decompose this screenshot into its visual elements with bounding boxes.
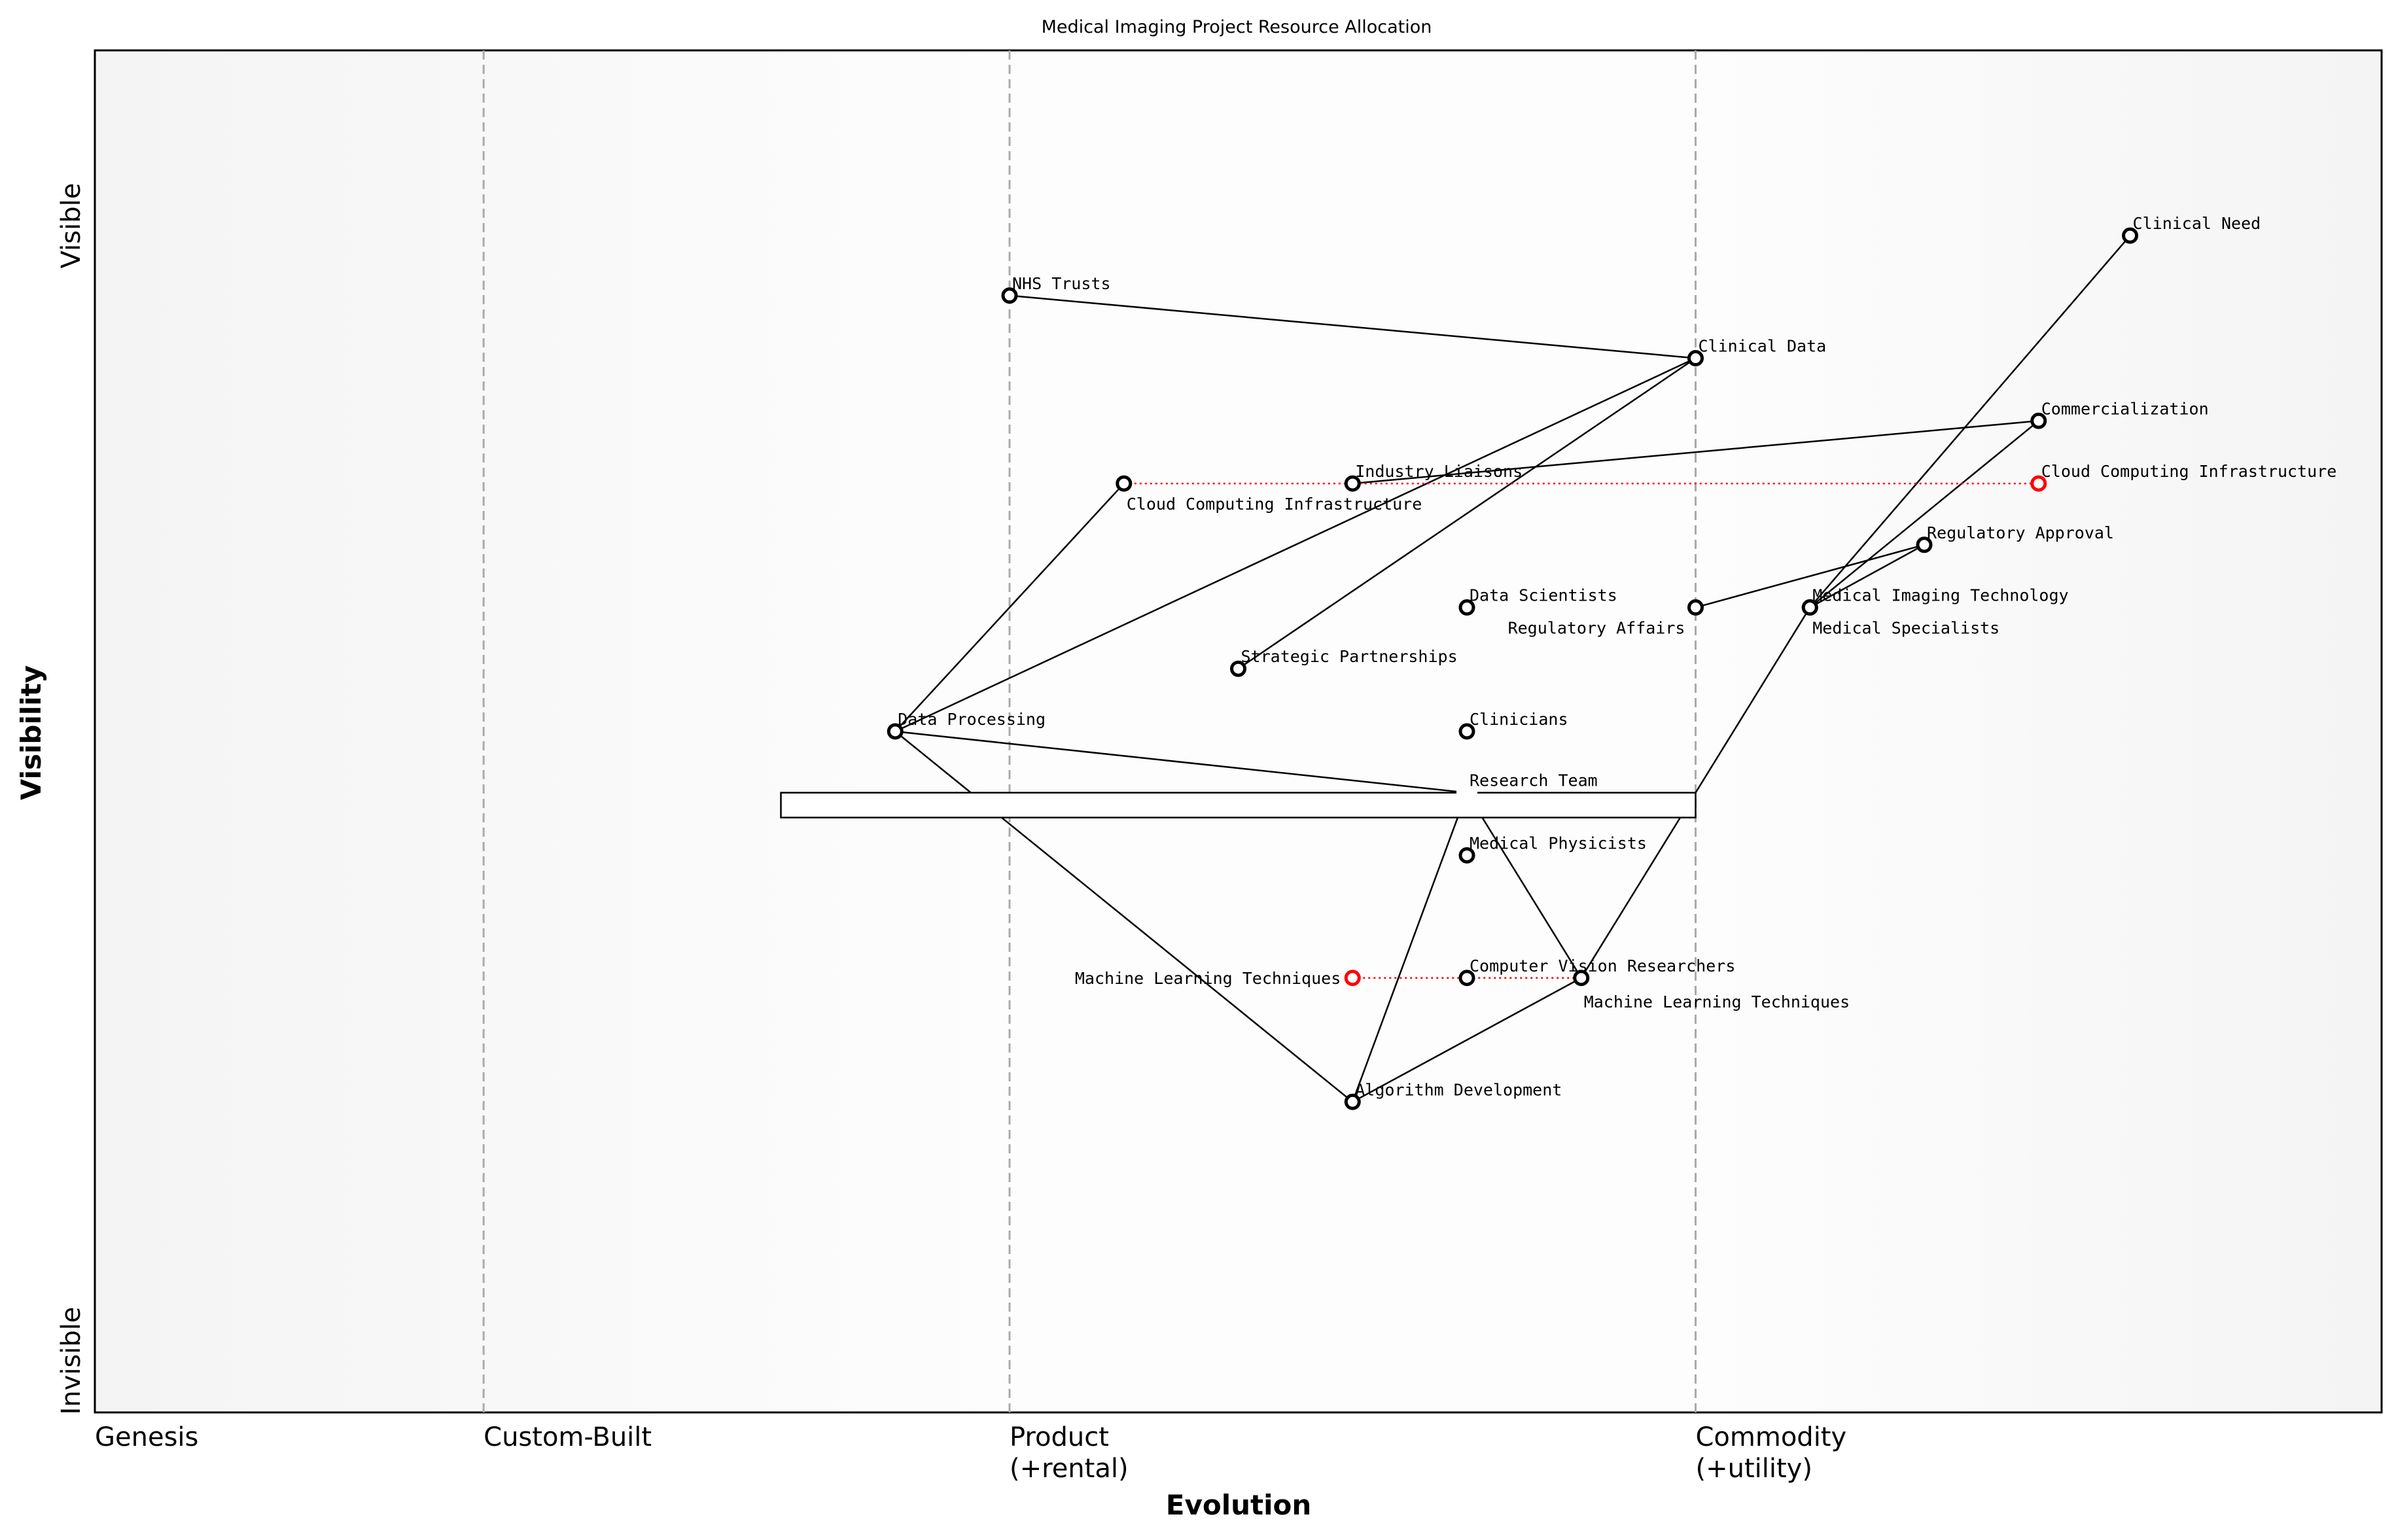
component-cloud_evolved[interactable]: Cloud Computing Infrastructure [2030,462,2337,492]
component-label: Data Scientists [1470,586,1617,605]
y-tick-invisible: Invisible [56,1307,86,1415]
component-marker [1344,475,1361,492]
component-label: Medical Imaging Technology [1812,586,2068,605]
component-cv_researchers[interactable]: Computer Vision Researchers [1458,956,1735,987]
x-axis-label: Evolution [1166,1489,1311,1521]
chart-title: Medical Imaging Project Resource Allocat… [1042,17,1432,37]
component-marker [1573,970,1590,987]
component-label: Clinical Data [1699,337,1827,356]
dependency-link [1466,792,1582,979]
component-marker [887,723,904,740]
component-label: Cloud Computing Infrastructure [1127,495,1422,514]
component-label: Medical Physicists [1470,833,1647,852]
dependency-link [1237,357,1697,670]
dependency-link [1352,792,1468,1102]
component-cloud[interactable]: Cloud Computing Infrastructure [1116,475,1422,514]
component-commercialization[interactable]: Commercialization [2030,399,2209,429]
component-label: Computer Vision Researchers [1470,956,1735,975]
component-marker [1344,970,1361,987]
component-marker [1456,784,1477,801]
component-nhs[interactable]: NHS Trusts [1001,274,1111,304]
component-label: Algorithm Development [1355,1080,1562,1099]
dependency-link [1009,294,1696,359]
component-label: Machine Learning Techniques [1075,969,1341,988]
component-label: Regulatory Approval [1927,523,2114,542]
component-reg_approval[interactable]: Regulatory Approval [1916,523,2114,553]
component-marker [2030,412,2047,429]
y-tick-visible: Visible [56,183,86,269]
component-marker [1458,847,1475,864]
component-marker [1458,723,1475,740]
component-med_imaging[interactable]: Medical Imaging Technology [1801,586,2069,616]
pipeline-box [780,792,1697,818]
component-research_team[interactable]: Research Team [1456,771,1598,801]
dependency-link [894,357,1697,733]
component-med_physicists[interactable]: Medical Physicists [1458,833,1647,864]
component-marker [1116,475,1133,492]
stage-label: Product (+rental) [1010,1422,1129,1484]
component-clinical_need[interactable]: Clinical Need [2122,214,2261,244]
dependency-link [1352,420,2039,485]
component-med_specialists[interactable]: Medical Specialists [1801,599,2000,638]
component-ml[interactable]: Machine Learning Techniques [1573,970,1850,1011]
component-ml_old[interactable]: Machine Learning Techniques [1075,969,1361,988]
component-label: Machine Learning Techniques [1584,992,1850,1011]
component-marker [1687,599,1704,616]
component-label: Regulatory Affairs [1508,619,1685,638]
dependency-link [895,730,1468,794]
dependency-link [1695,544,1925,608]
component-reg_affairs[interactable]: Regulatory Affairs [1508,599,1704,638]
stage-label: Custom-Built [484,1422,652,1452]
dependency-link [1809,420,2039,608]
dependency-link [1352,977,1582,1103]
component-marker [1687,350,1704,367]
component-marker [1001,287,1018,304]
component-clinical_data[interactable]: Clinical Data [1687,337,1827,367]
component-marker [1458,599,1475,616]
stage-label: Commodity (+utility) [1696,1422,1847,1484]
component-industry[interactable]: Industry Liaisons [1344,462,1523,492]
dependency-link [1809,235,2131,608]
component-marker [1458,970,1475,987]
y-axis-label: Visibility [15,665,47,800]
dependency-link [1809,544,1925,608]
component-marker [1230,660,1246,677]
component-clinicians[interactable]: Clinicians [1458,710,1568,740]
component-algo[interactable]: Algorithm Development [1344,1080,1562,1110]
component-label: NHS Trusts [1012,274,1111,293]
component-marker [2122,227,2139,244]
component-marker [2030,475,2047,492]
component-data_scientists[interactable]: Data Scientists [1458,586,1617,616]
component-data_processing[interactable]: Data Processing [887,710,1046,740]
component-label: Data Processing [898,710,1046,729]
component-label: Clinical Need [2133,214,2261,233]
component-label: Clinicians [1470,710,1568,729]
component-marker [1916,536,1933,553]
component-label: Cloud Computing Infrastructure [2041,462,2337,481]
plot-background [94,49,2383,1414]
component-label: Medical Specialists [1812,619,2000,638]
component-label: Commercialization [2041,399,2209,418]
component-strategic[interactable]: Strategic Partnerships [1230,647,1458,677]
dependency-link [894,483,1125,732]
component-marker [1801,599,1818,616]
component-label: Research Team [1470,771,1598,790]
component-label: Industry Liaisons [1355,462,1523,481]
component-marker [1344,1093,1361,1110]
stage-label: Genesis [95,1422,198,1452]
component-label: Strategic Partnerships [1241,647,1458,666]
